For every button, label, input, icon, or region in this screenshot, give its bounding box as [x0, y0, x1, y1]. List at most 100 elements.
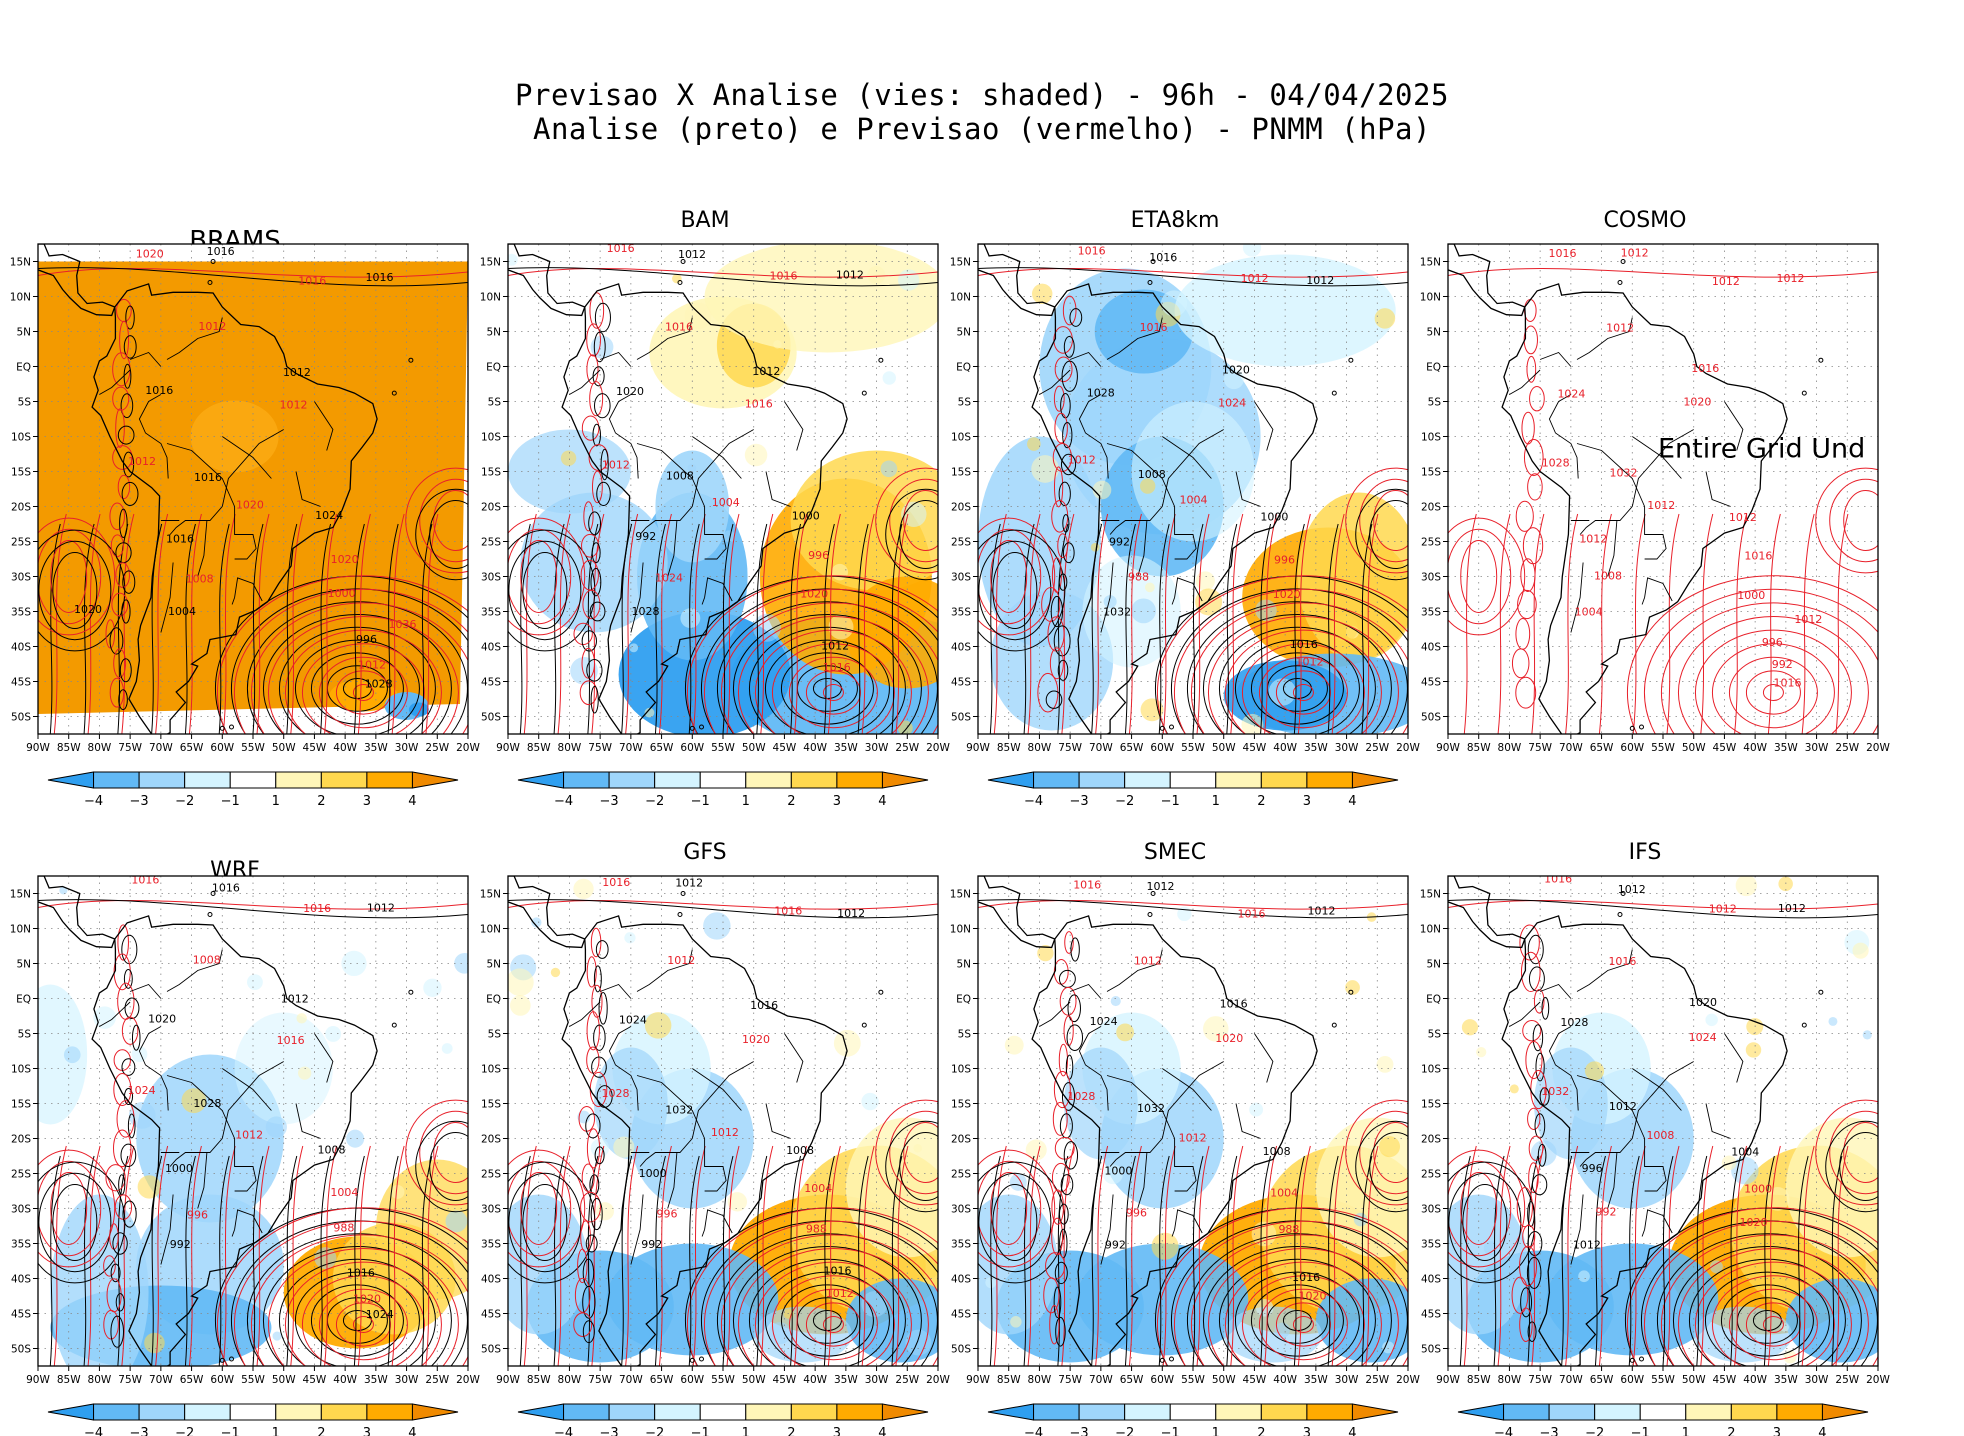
map-plot-area: 1016 1012 1016 1012 1012 1016 1020 1024 1028 1032…	[480, 875, 950, 1386]
isobar-label: 1016	[1744, 550, 1772, 563]
colorbar-tick-label: 1	[272, 794, 280, 809]
country-border	[234, 1138, 257, 1192]
isobar-label: 1012	[1609, 1100, 1637, 1113]
country-border	[295, 471, 321, 507]
isobar	[1173, 588, 1408, 734]
isobar	[1224, 1261, 1382, 1366]
isobar	[1696, 1155, 1708, 1366]
country-border	[1576, 1075, 1646, 1139]
lat-label: 40S	[951, 642, 971, 654]
isobar	[732, 1246, 922, 1366]
isobar-label: 1020	[1273, 588, 1301, 601]
colorbar: −4 −3 −2 −1 1 2 3 4	[47, 771, 459, 809]
lat-label: 40S	[481, 1274, 501, 1286]
isobar-label: 1008	[666, 469, 694, 482]
bias-shading	[1785, 1278, 1878, 1363]
isobar-label: 1000	[1737, 589, 1765, 602]
isobar	[415, 488, 468, 581]
country-border	[314, 1033, 334, 1083]
lon-label: 20W	[1866, 1374, 1890, 1386]
isobar	[1700, 513, 1714, 734]
country-border	[667, 1152, 678, 1209]
isobar	[726, 513, 740, 734]
country-border	[1109, 1138, 1163, 1167]
lon-label: 90W	[1436, 742, 1460, 754]
isobar	[805, 670, 861, 715]
colorbar: −4 −3 −2 −1 1 2 3 4	[987, 1403, 1399, 1436]
colorbar-tick-label: 1	[1682, 1426, 1690, 1436]
lat-label: 15S	[11, 1099, 31, 1111]
isobar-label: 1004	[1575, 606, 1603, 619]
colorbar-tick-label: −1	[1161, 794, 1180, 809]
isobar-label: 1036	[389, 618, 417, 631]
colorbar-segment	[93, 1403, 140, 1421]
isobar-label: 1020	[742, 1033, 770, 1046]
lon-label: 65W	[1590, 742, 1614, 754]
colorbar-segment	[1548, 1403, 1596, 1421]
lat-label: 30S	[11, 1204, 31, 1216]
country-border	[636, 317, 693, 360]
lon-label: 40W	[1273, 1374, 1297, 1386]
lon-label: 65W	[650, 742, 674, 754]
lon-label: 80W	[88, 1374, 112, 1386]
isobar	[52, 552, 98, 629]
isobar	[1565, 1145, 1579, 1366]
lat-label: 20S	[951, 502, 971, 514]
lat-label: 40S	[481, 642, 501, 654]
lon-label: 45W	[1713, 742, 1737, 754]
lon-label: 30W	[865, 742, 889, 754]
country-border	[231, 1209, 263, 1237]
colorbar-tick-label: −4	[1024, 794, 1043, 809]
isobar	[756, 1155, 768, 1366]
colorbar-segment	[1124, 1403, 1171, 1421]
colorbar-segment	[366, 771, 413, 789]
isobar-label: 992	[1105, 1238, 1126, 1251]
isobar-label: 1012	[1618, 883, 1646, 896]
isobar	[38, 1172, 112, 1273]
lat-label: 45S	[11, 1309, 31, 1321]
axis-labels: 15N 10N 5N EQ 5S 10S 15S 20S 25S 30S 35S 40S 45S 50S 9…	[10, 257, 481, 755]
isobar	[391, 1145, 405, 1366]
isobar	[1218, 626, 1376, 734]
isobar	[688, 523, 700, 734]
isobar	[1801, 513, 1815, 734]
isobar	[1448, 1172, 1522, 1273]
isobar	[391, 513, 405, 734]
bias-shading	[753, 1306, 852, 1363]
isobar	[419, 478, 468, 563]
country-border	[1039, 369, 1071, 395]
lon-label: 20W	[1396, 742, 1420, 754]
isobar	[1355, 1120, 1408, 1213]
colorbar-segment	[1306, 771, 1353, 789]
lat-label: 50S	[1421, 712, 1441, 724]
lon-label: 75W	[1058, 742, 1082, 754]
isobar	[1095, 513, 1109, 734]
isobar	[1331, 513, 1345, 734]
isobar	[1728, 1288, 1818, 1361]
isobar-label: 1024	[128, 1084, 156, 1097]
figure-title-line-2: Analise (preto) e Previsao (vermelho) - …	[533, 112, 1431, 146]
isobar	[978, 528, 1042, 625]
isobar	[1767, 513, 1781, 734]
isobar	[1448, 1149, 1526, 1268]
isobar	[1202, 1246, 1392, 1366]
lon-label: 75W	[118, 742, 142, 754]
lon-label: 65W	[650, 1374, 674, 1386]
lon-label: 55W	[711, 1374, 735, 1386]
isobar	[1843, 1122, 1878, 1183]
colorbar: −4 −3 −2 −1 1 2 3 4	[517, 771, 929, 809]
isobar	[794, 1145, 808, 1366]
isobar	[557, 513, 571, 734]
grid-note: Entire Grid Und	[1658, 434, 1865, 465]
isobar	[1327, 523, 1339, 734]
lon-label: 40W	[1273, 742, 1297, 754]
isobar	[857, 1155, 869, 1366]
colorbar-right-arrow	[1351, 771, 1399, 789]
isobar-label: 1016	[1544, 873, 1572, 886]
colorbar-tick-label: −4	[84, 1426, 103, 1436]
isobar-label: 1016	[347, 1266, 375, 1279]
isobar	[895, 513, 909, 734]
lon-label: 30W	[395, 1374, 419, 1386]
country-border	[1078, 1026, 1109, 1111]
lat-label: 5N	[1426, 327, 1441, 339]
